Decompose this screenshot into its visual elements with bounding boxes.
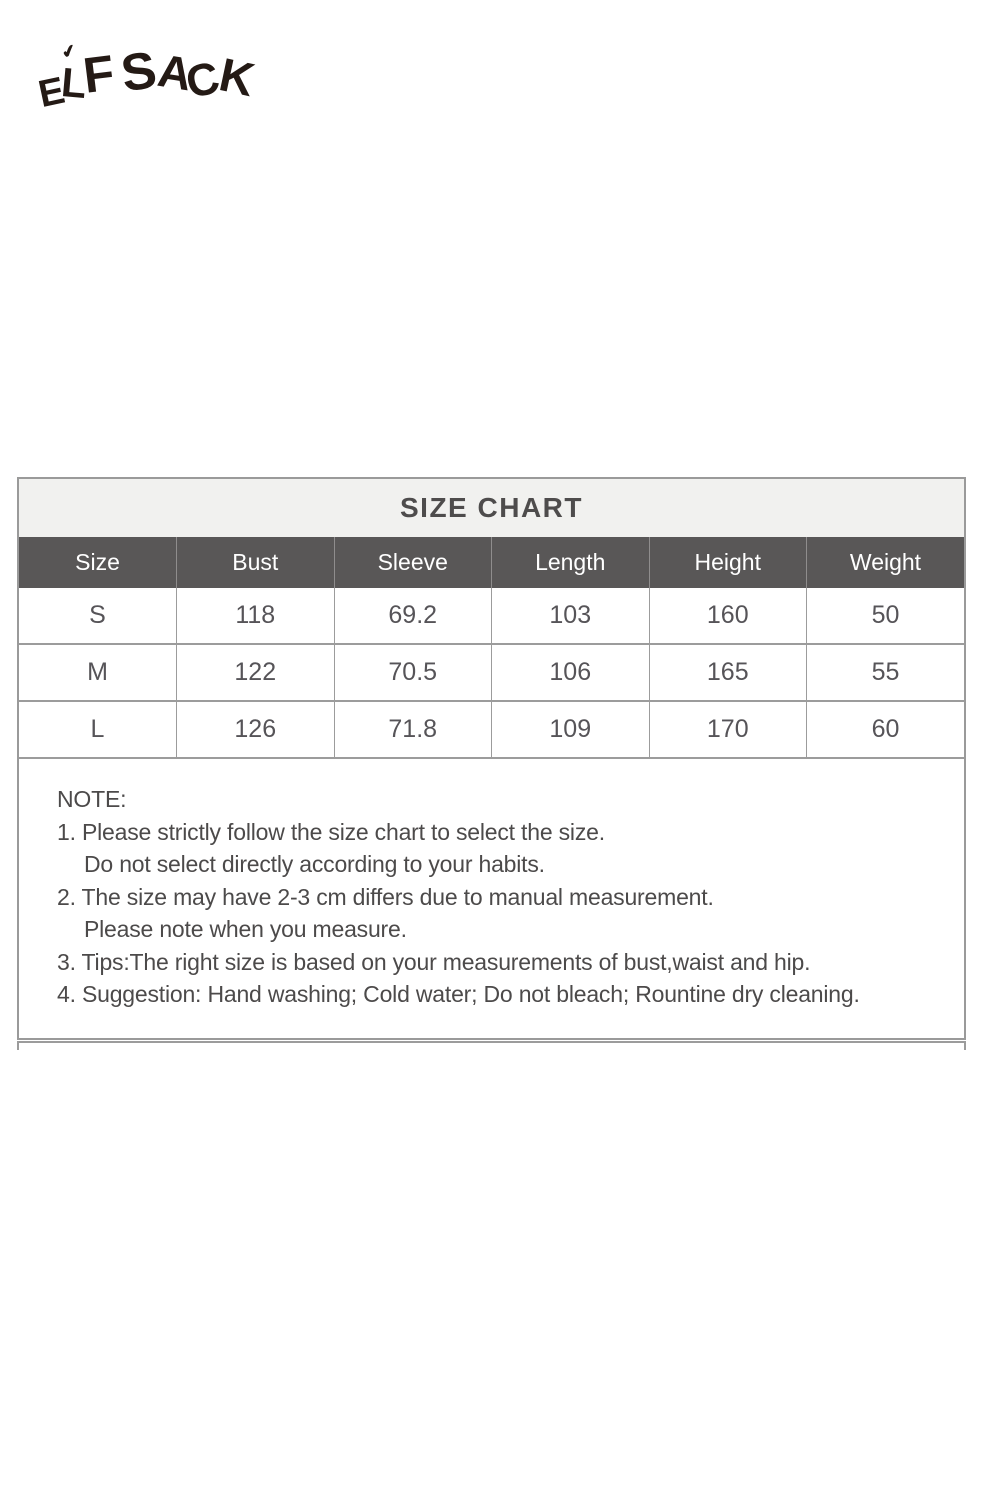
size-chart-panel: SIZE CHART Size Bust Sleeve Length Height Wei… xyxy=(17,477,966,1040)
notes-list: 1. Please strictly follow the size chart… xyxy=(57,816,954,1011)
note-line: Do not select directly according to your… xyxy=(84,851,545,877)
table-cell: 118 xyxy=(176,588,334,644)
logo-letter: K xyxy=(215,47,260,107)
notes-section: NOTE: 1. Please strictly follow the size… xyxy=(19,757,964,1038)
size-table-head: Size Bust Sleeve Length Height Weight xyxy=(19,537,964,588)
table-cell: 160 xyxy=(648,588,807,644)
size-table-header-row: Size Bust Sleeve Length Height Weight xyxy=(19,537,964,588)
table-row: S 118 69.2 103 160 50 xyxy=(19,588,964,644)
table-cell: 50 xyxy=(806,588,964,644)
table-cell: M xyxy=(19,643,177,701)
table-cell: 55 xyxy=(806,643,964,701)
table-cell: 106 xyxy=(491,643,649,701)
note-line: Please note when you measure. xyxy=(84,916,407,942)
table-cell: 69.2 xyxy=(333,588,492,644)
logo-letter: F xyxy=(80,44,118,104)
notes-heading: NOTE: xyxy=(57,786,127,812)
column-header: Length xyxy=(491,537,649,588)
column-header: Height xyxy=(648,537,807,588)
size-chart-title: SIZE CHART xyxy=(19,479,964,537)
column-header: Size xyxy=(19,537,177,588)
table-row: M 122 70.5 106 165 55 xyxy=(19,643,964,701)
note-line: 3. Tips:The right size is based on your … xyxy=(57,948,811,975)
table-cell: 60 xyxy=(806,700,964,757)
column-header: Weight xyxy=(806,537,964,588)
table-cell: 103 xyxy=(491,588,649,644)
table-cell: 170 xyxy=(648,700,807,757)
column-header: Bust xyxy=(176,537,334,588)
table-cell: 126 xyxy=(176,700,334,757)
size-table-body: S 118 69.2 103 160 50 M 122 70.5 106 165 55 L 126 71.8… xyxy=(19,588,964,757)
column-header: Sleeve xyxy=(333,537,492,588)
table-cell: 109 xyxy=(491,700,649,757)
table-cell: 165 xyxy=(648,643,807,701)
note-line: 2. The size may have 2-3 cm differs due … xyxy=(57,883,714,910)
note-line: 4. Suggestion: Hand washing; Cold water;… xyxy=(57,981,860,1007)
table-cell: S xyxy=(89,601,106,629)
size-table: Size Bust Sleeve Length Height Weight S 118 69.… xyxy=(19,537,964,757)
cropped-next-section-border xyxy=(17,1041,966,1050)
table-row: L 126 71.8 109 170 60 xyxy=(19,700,964,757)
table-cell: 71.8 xyxy=(333,700,492,757)
table-cell: 70.5 xyxy=(333,643,492,701)
elfsack-logo: ✔ ELF SACK xyxy=(35,40,260,126)
logo-letter: S xyxy=(117,40,161,104)
table-cell: L xyxy=(19,700,177,757)
table-cell: 122 xyxy=(176,643,334,701)
note-line: 1. Please strictly follow the size chart… xyxy=(57,818,605,845)
